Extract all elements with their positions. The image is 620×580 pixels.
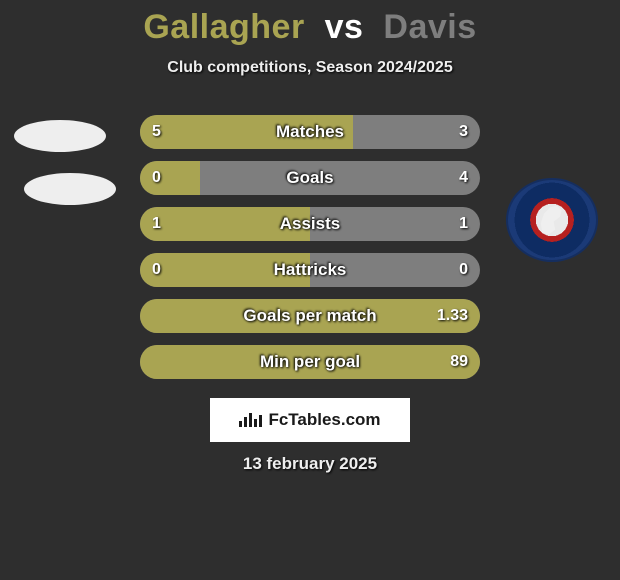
- stat-value-right: 89: [450, 345, 468, 379]
- bar-fill-player1: [140, 299, 480, 333]
- bar-fill-player1: [140, 207, 310, 241]
- stat-value-right: 4: [459, 161, 468, 195]
- stat-value-right: 1: [459, 207, 468, 241]
- bar-fill-player1: [140, 253, 310, 287]
- bar-container: [140, 345, 480, 379]
- bar-icon-segment: [249, 413, 252, 427]
- brand-text: FcTables.com: [268, 410, 380, 430]
- bar-icon-segment: [244, 417, 247, 427]
- bar-icon-segment: [259, 415, 262, 427]
- stat-value-right: 3: [459, 115, 468, 149]
- date-text: 13 february 2025: [0, 454, 620, 474]
- stat-row: Assists11: [0, 207, 620, 241]
- bar-container: [140, 115, 480, 149]
- stat-row: Min per goal89: [0, 345, 620, 379]
- bar-container: [140, 253, 480, 287]
- bar-container: [140, 299, 480, 333]
- stat-row: Goals per match1.33: [0, 299, 620, 333]
- comparison-title: Gallagher vs Davis: [0, 0, 620, 47]
- bar-container: [140, 161, 480, 195]
- vs-text: vs: [325, 8, 364, 46]
- bar-fill-player1: [140, 115, 353, 149]
- stat-value-left: 1: [152, 207, 161, 241]
- stat-row: Hattricks00: [0, 253, 620, 287]
- stat-value-left: 0: [152, 161, 161, 195]
- stat-value-left: 5: [152, 115, 161, 149]
- subtitle-text: Club competitions, Season 2024/2025: [0, 59, 620, 77]
- stat-row: Matches53: [0, 115, 620, 149]
- bar-icon-segment: [254, 419, 257, 427]
- stat-value-left: 0: [152, 253, 161, 287]
- stat-row: Goals04: [0, 161, 620, 195]
- stat-value-right: 1.33: [437, 299, 468, 333]
- bar-container: [140, 207, 480, 241]
- bar-fill-player1: [140, 161, 200, 195]
- bars-icon: [239, 413, 262, 427]
- player1-name: Gallagher: [143, 8, 304, 46]
- fctables-logo: FcTables.com: [210, 398, 410, 442]
- bar-icon-segment: [239, 421, 242, 427]
- comparison-chart: Matches53Goals04Assists11Hattricks00Goal…: [0, 115, 620, 391]
- bar-fill-player1: [140, 345, 480, 379]
- player2-name: Davis: [383, 8, 476, 46]
- stat-value-right: 0: [459, 253, 468, 287]
